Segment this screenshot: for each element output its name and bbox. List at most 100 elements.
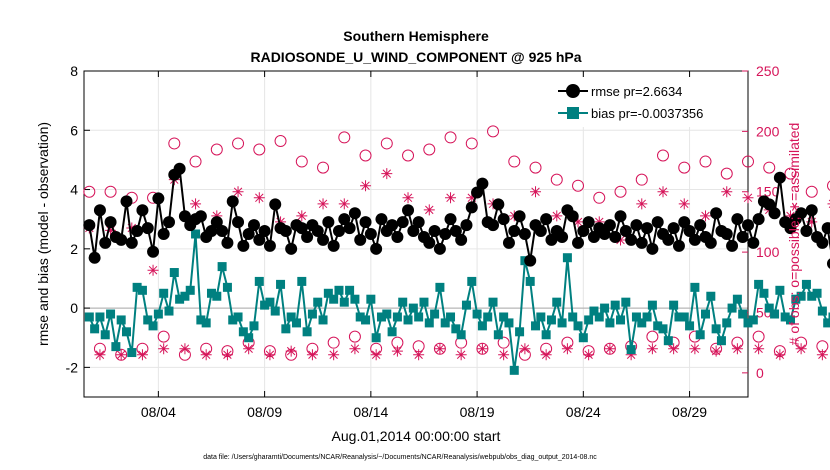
- rmse-point: [513, 210, 526, 223]
- rmse-point: [773, 171, 786, 184]
- y-left-tick-label: 6: [70, 122, 78, 138]
- bias-point: [291, 318, 301, 328]
- rmse-point: [625, 233, 638, 246]
- bias-point: [631, 312, 641, 322]
- data-file-footnote: data file: /Users/gharamti/Documents/NCA…: [203, 454, 597, 461]
- rmse-point: [205, 225, 218, 238]
- rmse-point: [232, 216, 245, 229]
- bias-point: [440, 318, 450, 328]
- bias-point: [504, 318, 514, 328]
- bias-point: [685, 321, 695, 331]
- obs-assimilated-point: [784, 210, 796, 222]
- rmse-point: [157, 228, 170, 240]
- bias-point: [143, 315, 153, 325]
- bias-point: [785, 315, 795, 325]
- rmse-point: [391, 230, 404, 243]
- rmse-point: [348, 207, 361, 220]
- bias-point: [398, 297, 408, 307]
- bias-point: [456, 330, 466, 340]
- rmse-point: [295, 222, 308, 235]
- rmse-point: [805, 204, 818, 217]
- bias-point: [738, 309, 748, 319]
- bias-point: [217, 262, 227, 272]
- rmse-point: [694, 219, 707, 232]
- rmse-point: [683, 225, 696, 238]
- rmse-point: [311, 225, 324, 238]
- obs-assimilated-point: [370, 349, 382, 361]
- obs-assimilated-point: [402, 192, 414, 204]
- rmse-point: [396, 216, 409, 229]
- rmse-point: [587, 230, 600, 243]
- rmse-point: [210, 216, 223, 229]
- obs-possible-point: [657, 149, 670, 162]
- rmse-point: [821, 222, 830, 235]
- rmse-point: [460, 219, 473, 232]
- obs-assimilated-point: [317, 198, 329, 210]
- y-left-tick-label: 4: [70, 182, 78, 198]
- bias-point: [637, 318, 647, 328]
- obs-assimilated-point: [445, 192, 457, 204]
- bias-point: [430, 309, 440, 319]
- bias-point: [626, 345, 636, 355]
- obs-assimilated-point: [721, 186, 733, 198]
- bias-point: [562, 253, 572, 263]
- obs-assimilated-point: [381, 168, 393, 180]
- rmse-point: [386, 219, 399, 232]
- rmse-point: [476, 177, 489, 190]
- bias-point: [228, 315, 238, 325]
- obs-assimilated-point: [147, 264, 159, 276]
- bias-point: [531, 321, 541, 331]
- x-axis-label: Aug.01,2014 00:00:00 start: [332, 428, 501, 444]
- obs-possible-point: [83, 185, 96, 198]
- rmse-point: [688, 233, 701, 246]
- bias-point: [392, 312, 402, 322]
- obs-possible-point: [210, 143, 223, 156]
- rmse-point: [221, 236, 234, 249]
- rmse-point: [194, 210, 207, 223]
- y-axis-left-label: rmse and bias (model - observation): [35, 122, 51, 346]
- bias-point: [748, 315, 758, 325]
- rmse-point: [269, 198, 282, 211]
- bias-point: [780, 312, 790, 322]
- x-tick-label: 08/29: [672, 404, 707, 420]
- rmse-point: [492, 198, 505, 211]
- obs-assimilated-point: [423, 204, 435, 216]
- y-right-tick-label: 0: [756, 365, 764, 381]
- rmse-point: [364, 228, 377, 240]
- bias-point: [446, 312, 456, 322]
- rmse-point: [332, 225, 345, 238]
- rmse-point: [178, 210, 191, 223]
- obs-assimilated-point: [583, 349, 595, 361]
- bias-point: [270, 306, 280, 316]
- rmse-point: [407, 225, 420, 238]
- obs-assimilated-point: [264, 349, 276, 361]
- rmse-point: [747, 236, 760, 249]
- bias-point: [84, 312, 94, 322]
- bias-point: [191, 229, 201, 239]
- rmse-point: [125, 236, 138, 249]
- bias-point: [180, 291, 190, 301]
- rmse-point: [83, 219, 96, 232]
- obs-assimilated-point: [561, 343, 573, 355]
- obs-assimilated-point: [190, 198, 202, 210]
- bias-point: [679, 312, 689, 322]
- bias-point: [260, 300, 270, 310]
- rmse-point: [301, 230, 314, 243]
- obs-possible-point: [635, 173, 648, 186]
- bias-point: [546, 315, 556, 325]
- bias-point: [541, 330, 551, 340]
- bias-point: [419, 297, 429, 307]
- rmse-point: [152, 192, 165, 205]
- obs-assimilated-point: [530, 186, 542, 198]
- bias-point: [408, 303, 418, 313]
- rmse-point: [540, 213, 553, 226]
- x-axis: 08/04 08/09 08/14 08/19 08/24 08/29: [141, 71, 707, 420]
- bias-point: [132, 282, 142, 292]
- obs-assimilated-point: [625, 349, 637, 361]
- obs-assimilated-point: [806, 216, 818, 228]
- rmse-point: [173, 162, 186, 175]
- y-right-tick-label: 250: [756, 63, 780, 79]
- rmse-point: [768, 207, 781, 220]
- bias-point: [137, 285, 147, 295]
- bias-point: [148, 321, 158, 331]
